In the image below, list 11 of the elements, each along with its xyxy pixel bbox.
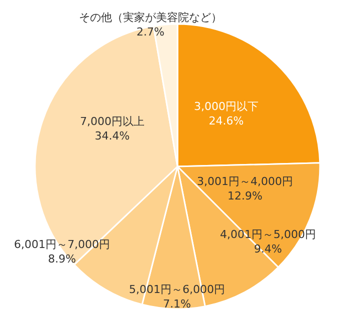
data-label: 2.7% <box>136 25 164 38</box>
data-label: 7.1% <box>163 297 191 310</box>
data-label: 12.9% <box>228 189 262 202</box>
data-label: 34.4% <box>94 129 130 142</box>
slice-label: 3,000円以下 <box>194 100 258 113</box>
slice-label: 6,001円～7,000円 <box>14 238 110 251</box>
data-label: 24.6% <box>208 114 244 128</box>
slice-label: その他（実家が美容院など） <box>79 11 222 24</box>
slice-label: 7,000円以上 <box>80 115 144 128</box>
slice-label: 3,001円～4,000円 <box>197 175 293 188</box>
data-label: 8.9% <box>48 252 76 266</box>
